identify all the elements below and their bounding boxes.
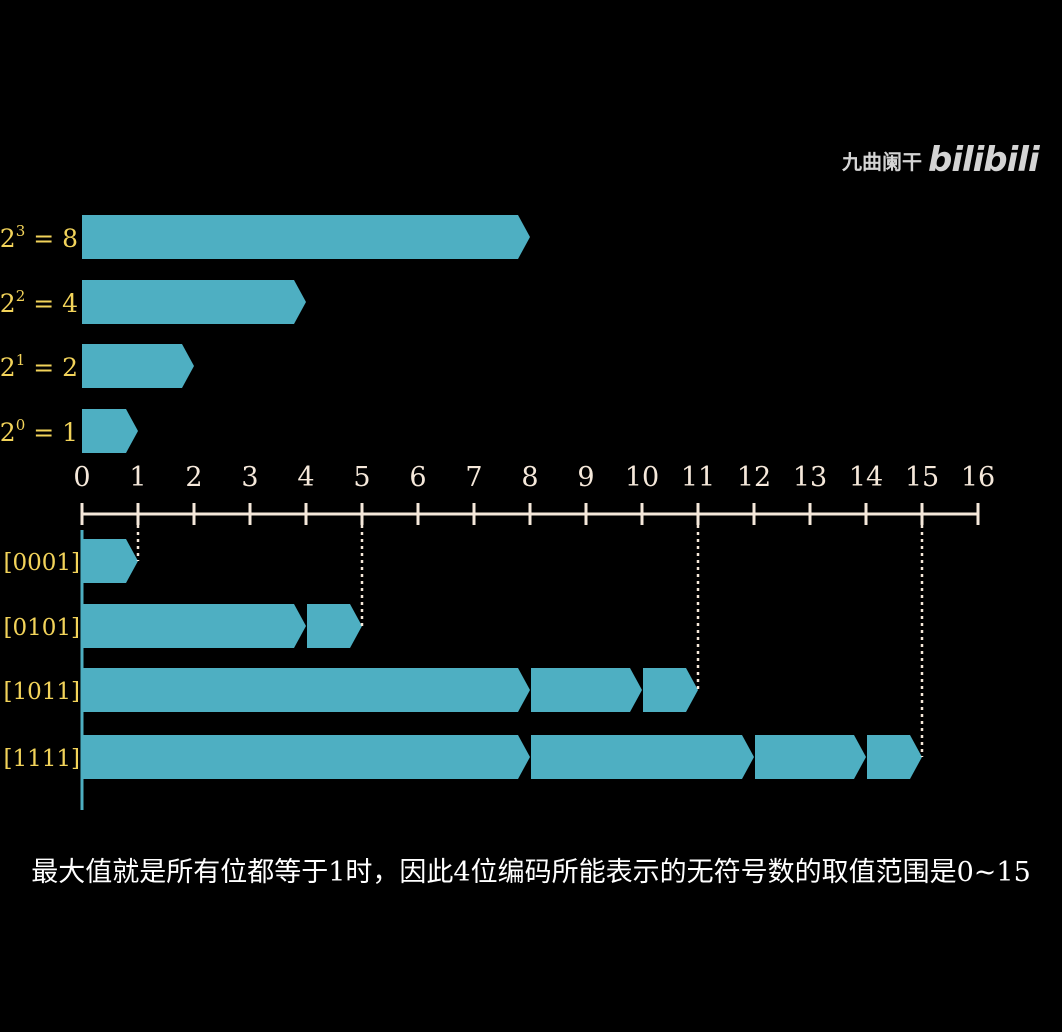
power-bar-0 [82, 409, 138, 453]
axis-tick-label-4: 4 [297, 462, 314, 493]
code-1111-segment-1 [867, 735, 922, 779]
power-label-2: 22 = 4 [0, 287, 78, 318]
code-0101-segment-4 [82, 604, 306, 648]
code-0101-segment-1 [307, 604, 362, 648]
axis-tick-label-6: 6 [409, 462, 426, 493]
axis-tick-label-7: 7 [465, 462, 482, 493]
power-bar-3 [82, 215, 530, 259]
caption-subtitle: 最大值就是所有位都等于1时，因此4位编码所能表示的无符号数的取值范围是0~15 [31, 857, 1031, 888]
bilibili-logo: bilibili [928, 140, 1040, 180]
power-label-1: 21 = 2 [0, 351, 78, 382]
code-1111-segment-2 [755, 735, 866, 779]
power-label-3: 23 = 8 [0, 222, 78, 253]
power-bar-2 [82, 280, 306, 324]
axis-tick-label-14: 14 [849, 462, 883, 493]
axis-tick-label-8: 8 [521, 462, 538, 493]
axis-tick-label-15: 15 [905, 462, 939, 493]
code-1011-segment-1 [643, 668, 698, 712]
watermark-author: 九曲阑干 [842, 149, 922, 174]
axis-tick-label-11: 11 [681, 462, 715, 493]
code-1011-segment-2 [531, 668, 642, 712]
code-0001-segment-1 [82, 539, 138, 583]
code-label-0101: [0101] [4, 615, 80, 641]
code-label-1011: [1011] [4, 679, 80, 705]
axis-tick-label-1: 1 [129, 462, 146, 493]
axis-tick-label-3: 3 [241, 462, 258, 493]
power-bar-1 [82, 344, 194, 388]
axis-tick-label-2: 2 [185, 462, 202, 493]
code-1111-segment-8 [82, 735, 530, 779]
power-label-0: 20 = 1 [0, 416, 78, 447]
watermark: 九曲阑干 bilibili [842, 140, 1040, 180]
axis-tick-label-9: 9 [577, 462, 594, 493]
code-1111-segment-4 [531, 735, 754, 779]
code-label-1111: [1111] [4, 746, 80, 772]
axis-tick-label-12: 12 [737, 462, 771, 493]
code-1011-segment-8 [82, 668, 530, 712]
axis-tick-label-10: 10 [625, 462, 659, 493]
code-label-0001: [0001] [4, 550, 80, 576]
axis-tick-label-0: 0 [73, 462, 90, 493]
axis-tick-label-13: 13 [793, 462, 827, 493]
axis-tick-label-16: 16 [961, 462, 995, 493]
axis-tick-label-5: 5 [353, 462, 370, 493]
